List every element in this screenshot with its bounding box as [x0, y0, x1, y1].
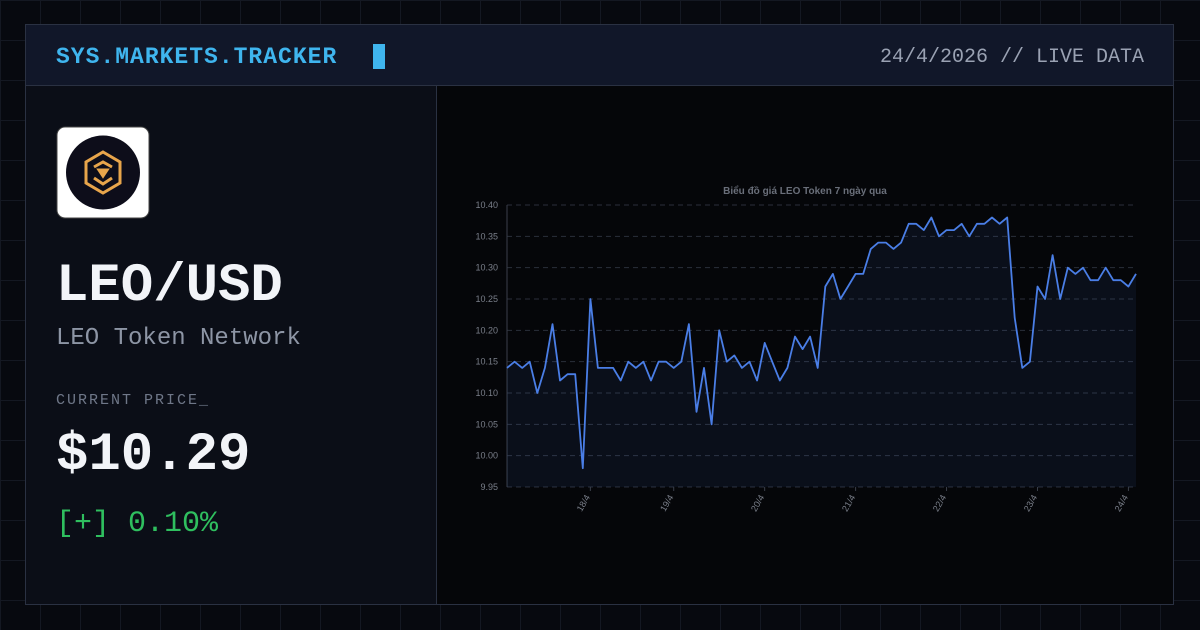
price-line	[506, 216, 1137, 470]
y-tick-label: 10.25	[475, 294, 498, 304]
y-tick-label: 10.40	[475, 200, 498, 210]
area	[507, 217, 1136, 487]
y-tick-label: 10.00	[475, 451, 498, 461]
price-change: [+] 0.10%	[56, 507, 219, 541]
chart-title: Biểu đồ giá LEO Token 7 ngày qua	[723, 185, 887, 197]
y-tick-label: 10.35	[475, 231, 498, 241]
y-tick-label: 10.30	[475, 263, 498, 273]
header-meta: 24/4/2026 // LIVE DATA	[880, 46, 1144, 69]
asset-name: LEO Token Network	[56, 325, 301, 352]
asset-pair: LEO/USD	[56, 256, 283, 317]
y-tick-label: 10.10	[475, 388, 498, 398]
price: $10.29	[56, 425, 250, 486]
logo-icon	[84, 150, 122, 195]
y-tick-label: 10.20	[475, 325, 498, 335]
header-bar	[26, 25, 1173, 85]
app-title: SYS.MARKETS.TRACKER	[56, 44, 337, 70]
cursor	[373, 44, 385, 69]
y-tick-label: 10.05	[475, 419, 498, 429]
y-tick-label: 10.15	[475, 357, 498, 367]
y-tick-label: 9.95	[480, 482, 498, 492]
price-label: CURRENT PRICE_	[56, 392, 210, 409]
